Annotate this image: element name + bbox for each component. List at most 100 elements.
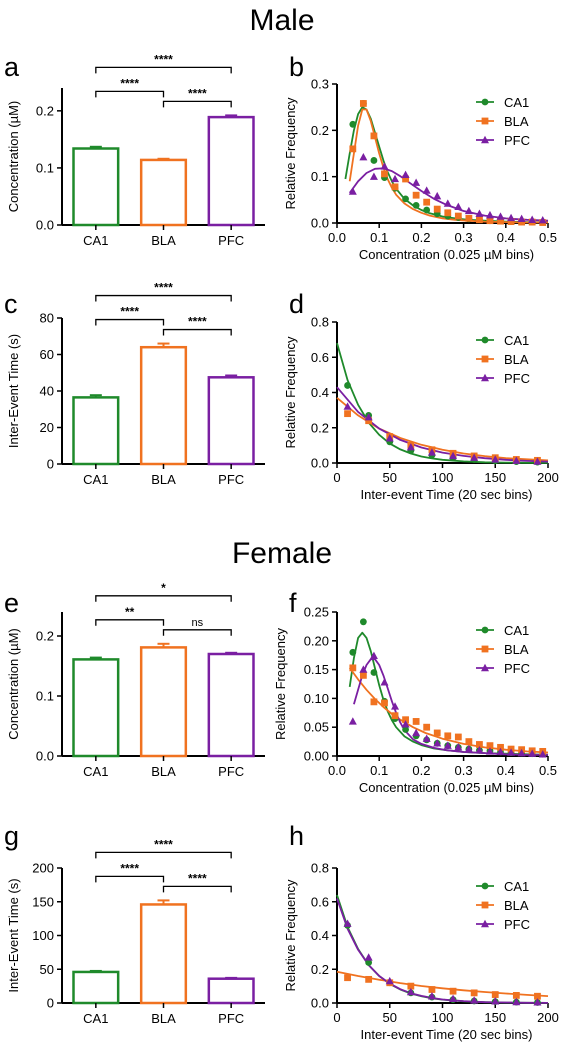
- y-tick-label-d: 0.6: [311, 350, 329, 365]
- significance-label-e: **: [125, 605, 135, 619]
- point-CA1: [370, 669, 378, 676]
- point-PFC: [364, 953, 373, 961]
- point-BLA: [428, 986, 436, 993]
- y-tick-label-c: 40: [40, 384, 54, 399]
- significance-label-g: ****: [154, 837, 173, 851]
- y-axis-label-c: Inter-Event Time (s): [6, 334, 21, 448]
- y-tick-label-h: 0.0: [311, 996, 329, 1011]
- point-CA1: [349, 120, 357, 128]
- point-BLA: [433, 205, 441, 213]
- point-BLA: [454, 733, 462, 741]
- point-BLA: [497, 743, 504, 751]
- point-BLA: [454, 212, 462, 220]
- section-title-female: Female: [232, 537, 332, 570]
- x-tick-label-h: 200: [537, 1010, 559, 1025]
- point-CA1: [402, 726, 409, 733]
- significance-bracket-a: [95, 90, 165, 98]
- point-PFC: [454, 743, 463, 751]
- significance-label-e: *: [161, 581, 166, 595]
- y-tick-label-d: 0.8: [311, 315, 329, 330]
- x-tick-label-BLA: BLA: [151, 472, 176, 487]
- x-axis-label-f: Concentration (0.025 µM bins): [359, 780, 534, 795]
- point-PFC: [512, 997, 521, 1006]
- fit-line-PFC: [348, 167, 549, 222]
- significance-label-g: ****: [120, 861, 139, 875]
- y-tick-label-h: 0.4: [311, 928, 329, 943]
- legend-marker-BLA: [481, 355, 489, 363]
- bar-CA1: [72, 658, 120, 758]
- bar-PFC: [207, 652, 255, 758]
- point-BLA: [365, 417, 373, 425]
- significance-label-a: ****: [120, 76, 139, 90]
- significance-bracket-e: [162, 629, 232, 636]
- point-PFC: [412, 178, 421, 186]
- x-tick-label-BLA: BLA: [151, 1011, 176, 1026]
- point-PFC: [485, 747, 494, 755]
- point-BLA: [491, 991, 499, 998]
- point-BLA: [518, 218, 526, 226]
- point-BLA: [407, 982, 415, 990]
- significance-label-g: ****: [188, 871, 207, 885]
- point-PFC: [348, 717, 357, 725]
- point-PFC: [454, 202, 463, 210]
- x-axis-label-d: Inter-event Time (20 sec bins): [361, 487, 533, 502]
- x-tick-label-f: 0.5: [539, 763, 557, 778]
- y-tick-label-b: 0.0: [311, 216, 329, 231]
- y-tick-label-h: 0.8: [311, 861, 329, 876]
- significance-label-e: ns: [192, 617, 204, 629]
- point-CA1: [370, 157, 378, 164]
- point-PFC: [528, 215, 537, 223]
- legend-marker-CA1: [481, 98, 489, 106]
- bar-BLA: [139, 345, 188, 466]
- point-BLA: [359, 100, 367, 107]
- chart-g: 0 50 100 150 200 Inter-Event Time (s) CA1 BLA PF…: [6, 837, 265, 1026]
- x-tick-label-f: 0.1: [370, 763, 388, 778]
- point-PFC: [475, 209, 484, 217]
- legend-label-BLA: BLA: [504, 114, 529, 129]
- bar-CA1: [72, 396, 120, 466]
- point-BLA: [423, 198, 431, 206]
- section-title-male: Male: [249, 4, 314, 37]
- point-BLA: [370, 132, 378, 140]
- bar-BLA: [139, 158, 188, 227]
- point-BLA: [402, 175, 409, 183]
- legend-label-CA1: CA1: [504, 95, 529, 110]
- point-PFC: [470, 453, 479, 461]
- chart-h: 0.0 0.2 0.4 0.6 0.8 Relative Frequency 0 50 100 1…: [283, 861, 559, 1043]
- point-PFC: [359, 665, 368, 673]
- legend-label-CA1: CA1: [504, 623, 529, 638]
- point-PFC: [359, 153, 368, 161]
- panel-letter-f: f: [289, 588, 297, 618]
- panel-letter-c: c: [4, 289, 18, 319]
- point-BLA: [381, 170, 388, 178]
- fit-line-PFC: [336, 898, 549, 1004]
- x-tick-label-h: 100: [432, 1010, 454, 1025]
- point-PFC: [385, 434, 394, 442]
- y-tick-label-c: 20: [40, 420, 54, 435]
- legend-marker-CA1: [481, 882, 489, 890]
- point-PFC: [433, 191, 442, 200]
- point-CA1: [412, 201, 420, 209]
- bar-PFC: [207, 115, 255, 227]
- x-tick-label-b: 0.1: [370, 230, 388, 245]
- point-PFC: [517, 748, 526, 757]
- chart-f: 0.00 0.05 0.10 0.15 0.20 0.25 Relative Frequen…: [273, 605, 557, 796]
- point-BLA: [507, 218, 515, 226]
- panel-letter-e: e: [4, 588, 19, 618]
- legend-label-BLA: BLA: [504, 642, 529, 657]
- fit-line-BLA: [348, 667, 549, 754]
- x-tick-label-BLA: BLA: [151, 233, 176, 248]
- point-PFC: [491, 455, 500, 463]
- significance-bracket-e: [95, 619, 165, 626]
- point-PFC: [507, 748, 516, 756]
- x-axis-label-b: Concentration (0.025 µM bins): [359, 247, 534, 262]
- panel-letter-d: d: [289, 289, 304, 319]
- point-CA1: [402, 195, 409, 203]
- point-PFC: [507, 213, 516, 222]
- significance-bracket-e: [95, 595, 232, 602]
- y-axis-label-e: Concentration (µM): [6, 628, 21, 740]
- x-tick-label-CA1: CA1: [83, 233, 108, 248]
- significance-bracket-g: [95, 851, 232, 859]
